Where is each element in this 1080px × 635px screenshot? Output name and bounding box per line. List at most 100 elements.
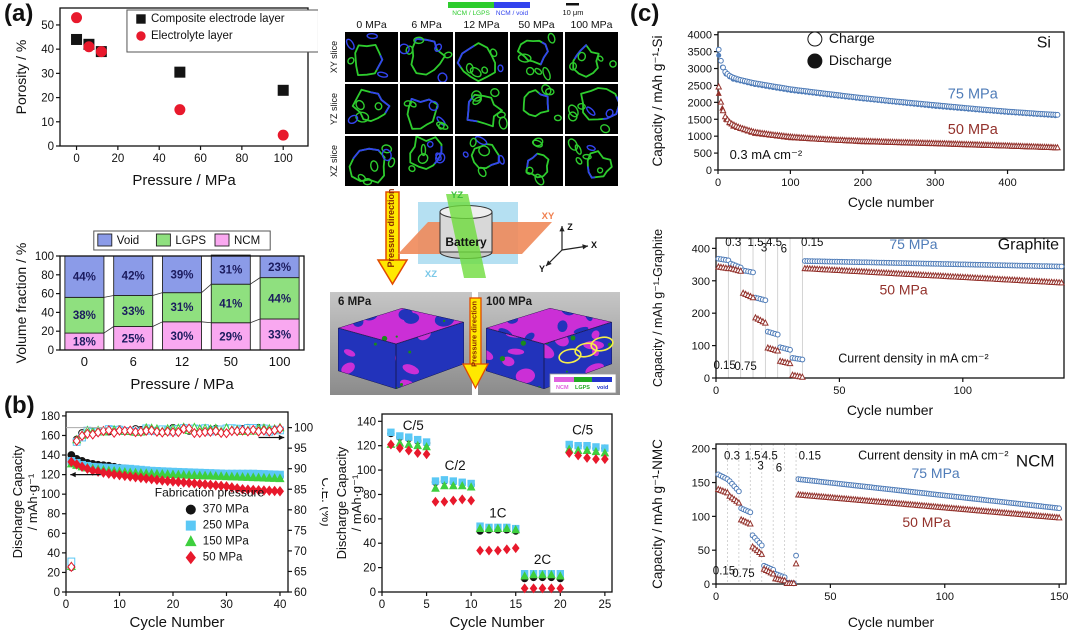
svg-text:Volume fraction / %: Volume fraction / %	[14, 243, 29, 364]
svg-text:Current density in mA cm⁻²: Current density in mA cm⁻²	[858, 449, 1008, 463]
svg-text:20: 20	[554, 599, 567, 611]
ncm-capacity-chart: 0 50 100 150 0 50 100 150 200 Cycle number Capacit…	[650, 424, 1080, 632]
svg-text:NCM: NCM	[1016, 451, 1055, 470]
svg-text:X: X	[591, 240, 597, 250]
svg-text:30%: 30%	[170, 331, 193, 343]
svg-text:6 MPa: 6 MPa	[338, 296, 372, 308]
svg-text:Graphite: Graphite	[998, 237, 1059, 254]
svg-text:100: 100	[41, 489, 60, 501]
svg-text:Void: Void	[117, 235, 139, 247]
svg-text:100: 100	[269, 354, 291, 369]
svg-text:Pressure direction: Pressure direction	[386, 188, 396, 267]
svg-text:20: 20	[111, 153, 124, 165]
battery-schematic: Pressure direction Battery YZ XY XZ Z X Y	[330, 188, 620, 290]
svg-text:/ mAh·g⁻¹: / mAh·g⁻¹	[349, 474, 364, 531]
svg-text:31%: 31%	[219, 265, 242, 277]
svg-text:0: 0	[715, 177, 721, 189]
svg-text:25%: 25%	[122, 333, 145, 345]
svg-text:300: 300	[692, 276, 710, 288]
svg-text:Capacity / mAh g⁻¹-Si: Capacity / mAh g⁻¹-Si	[650, 36, 665, 167]
svg-text:0: 0	[48, 141, 54, 153]
svg-text:100: 100	[294, 423, 313, 435]
svg-text:3: 3	[757, 461, 763, 473]
svg-text:1.5: 1.5	[747, 237, 763, 249]
svg-text:6: 6	[781, 243, 787, 255]
svg-text:C/5: C/5	[572, 423, 593, 438]
svg-text:6 MPa: 6 MPa	[411, 19, 442, 31]
svg-text:300: 300	[926, 177, 944, 189]
svg-text:140: 140	[41, 450, 60, 462]
svg-text:120: 120	[41, 470, 60, 482]
cycling-chart: 0 10 20 30 40 0 20 40 60 80 100 120 140 160 180 60 65 70 7…	[10, 402, 334, 632]
svg-text:3000: 3000	[688, 64, 712, 76]
panel-a-label: (a)	[4, 0, 34, 27]
svg-text:100: 100	[936, 591, 954, 603]
svg-text:0: 0	[370, 587, 376, 599]
svg-text:0: 0	[63, 599, 69, 611]
svg-text:90: 90	[294, 464, 307, 476]
svg-text:44%: 44%	[73, 272, 96, 284]
svg-text:150 MPa: 150 MPa	[203, 536, 250, 548]
svg-text:C/2: C/2	[445, 458, 466, 473]
svg-text:44%: 44%	[268, 293, 291, 305]
svg-text:1000: 1000	[688, 131, 712, 143]
svg-text:100: 100	[781, 177, 799, 189]
svg-text:0.15: 0.15	[799, 451, 821, 463]
svg-text:Composite electrode layer: Composite electrode layer	[151, 13, 285, 25]
si-capacity-chart: 0 100 200 300 400 0 500 1000 1500 2000 2500 3000 350…	[650, 6, 1076, 212]
panel-b-label: (b)	[4, 392, 35, 419]
svg-text:40: 40	[363, 538, 376, 550]
svg-text:38%: 38%	[73, 310, 96, 322]
svg-text:400: 400	[998, 177, 1016, 189]
svg-text:180: 180	[41, 411, 60, 423]
svg-text:50: 50	[824, 591, 836, 603]
svg-text:Fabrication pressure: Fabrication pressure	[155, 486, 265, 500]
svg-text:0: 0	[54, 587, 60, 599]
svg-text:5: 5	[423, 599, 429, 611]
svg-text:0.15: 0.15	[713, 566, 735, 578]
svg-text:1.5: 1.5	[745, 451, 761, 463]
svg-text:20: 20	[47, 567, 60, 579]
svg-text:40: 40	[47, 548, 60, 560]
svg-text:40: 40	[41, 307, 54, 319]
svg-text:Pressure / MPa: Pressure / MPa	[132, 172, 236, 189]
tomography-slice-panel: NCM / LGPS NCM / void 10 μm 0 MPa 6 MPa 12 MP…	[329, 0, 620, 186]
svg-text:50: 50	[41, 20, 54, 32]
svg-text:160: 160	[41, 430, 60, 442]
svg-text:39%: 39%	[170, 269, 193, 281]
svg-text:Si: Si	[1037, 35, 1051, 52]
svg-text:Discharge Capacity: Discharge Capacity	[10, 445, 25, 558]
svg-text:50 MPa: 50 MPa	[203, 552, 243, 564]
svg-text:100: 100	[692, 511, 710, 523]
svg-text:50 MPa: 50 MPa	[518, 19, 554, 31]
volume-fraction-chart: 0 20 40 60 80 100 18% 38% 44% 0 25% 33% 42% 6 30% 31% 39…	[13, 226, 318, 394]
svg-text:2C: 2C	[534, 552, 552, 567]
rate-chart: 0 5 10 15 20 25 0 20 40 60 80 100 120 140 Cycle Number…	[334, 402, 624, 632]
svg-text:100 MPa: 100 MPa	[570, 19, 612, 31]
svg-text:NCM: NCM	[556, 385, 569, 391]
svg-text:25: 25	[598, 599, 611, 611]
svg-text:0.3: 0.3	[725, 237, 741, 249]
svg-text:75 MPa: 75 MPa	[911, 465, 959, 481]
svg-text:0: 0	[379, 599, 385, 611]
svg-text:/ mAh·g⁻¹: / mAh·g⁻¹	[25, 473, 40, 530]
svg-text:XY slice: XY slice	[330, 41, 339, 73]
svg-text:Battery: Battery	[445, 235, 487, 249]
svg-text:10: 10	[41, 117, 54, 129]
svg-text:YZ: YZ	[451, 190, 463, 201]
svg-text:140: 140	[357, 416, 376, 428]
svg-text:3: 3	[761, 242, 767, 254]
svg-text:4000: 4000	[688, 30, 712, 42]
svg-text:1500: 1500	[688, 114, 712, 126]
svg-text:0: 0	[704, 373, 710, 385]
graphite-capacity-chart: 0 50 100 0 100 200 300 400 Cycle number Capacity …	[650, 220, 1076, 420]
svg-text:C.E. (%): C.E. (%)	[319, 477, 328, 526]
svg-text:Z: Z	[567, 222, 573, 232]
svg-text:0.3 mA cm⁻²: 0.3 mA cm⁻²	[730, 147, 803, 162]
panel-c-label: (c)	[630, 0, 660, 27]
svg-text:Electrolyte layer: Electrolyte layer	[151, 30, 233, 42]
svg-text:Cycle Number: Cycle Number	[129, 614, 224, 631]
svg-text:75 MPa: 75 MPa	[948, 86, 999, 102]
svg-text:29%: 29%	[219, 331, 242, 343]
svg-text:0.75: 0.75	[734, 361, 756, 373]
